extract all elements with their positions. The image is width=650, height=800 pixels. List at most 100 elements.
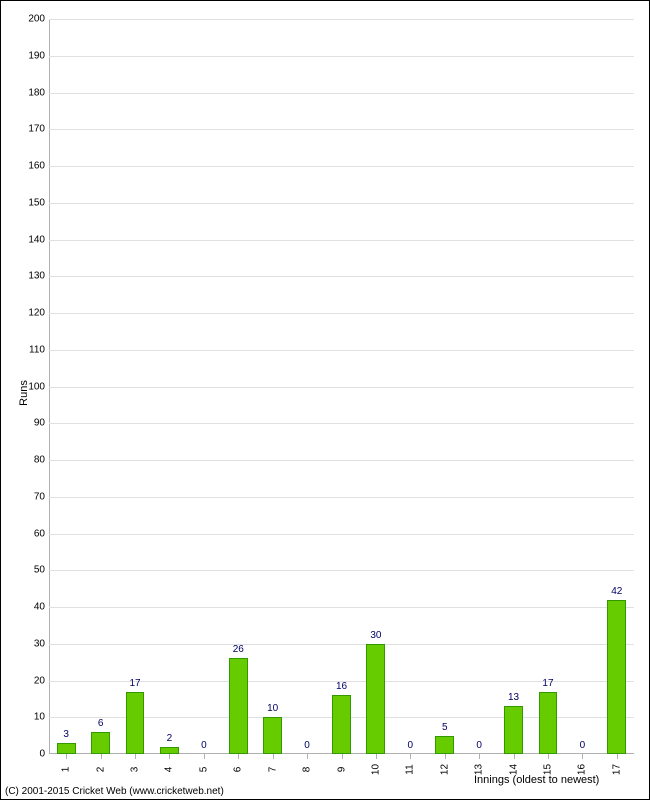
xtick-mark (582, 754, 583, 759)
gridline (49, 313, 634, 314)
xtick-mark (479, 754, 480, 759)
bar-value-label: 5 (442, 722, 448, 733)
gridline (49, 19, 634, 20)
bar-value-label: 42 (611, 586, 622, 597)
xtick-label: 10 (370, 764, 381, 775)
xtick-mark (548, 754, 549, 759)
bar (126, 692, 145, 754)
gridline (49, 276, 634, 277)
gridline (49, 387, 634, 388)
bar-value-label: 6 (98, 718, 104, 729)
bar (504, 706, 523, 754)
ytick-label: 40 (34, 602, 45, 613)
bar-value-label: 10 (267, 703, 278, 714)
gridline (49, 350, 634, 351)
xtick-mark (273, 754, 274, 759)
bar-value-label: 26 (233, 644, 244, 655)
xtick-mark (376, 754, 377, 759)
gridline (49, 534, 634, 535)
ytick-label: 200 (28, 14, 45, 25)
xtick-mark (617, 754, 618, 759)
bar-value-label: 0 (201, 740, 207, 751)
bar (332, 695, 351, 754)
ytick-label: 130 (28, 271, 45, 282)
bar (57, 743, 76, 754)
xtick-mark (445, 754, 446, 759)
gridline (49, 93, 634, 94)
gridline (49, 644, 634, 645)
gridline (49, 497, 634, 498)
ytick-label: 50 (34, 565, 45, 576)
copyright-text: (C) 2001-2015 Cricket Web (www.cricketwe… (5, 786, 224, 797)
xtick-label: 2 (95, 767, 106, 773)
ytick-label: 170 (28, 124, 45, 135)
gridline (49, 607, 634, 608)
plot-area: 0102030405060708090100110120130140150160… (49, 19, 634, 754)
bar-value-label: 17 (129, 678, 140, 689)
xtick-label: 6 (233, 767, 244, 773)
gridline (49, 570, 634, 571)
xtick-label: 4 (164, 767, 175, 773)
xtick-label: 11 (405, 764, 416, 774)
bar-value-label: 0 (580, 740, 586, 751)
xtick-label: 5 (198, 767, 209, 773)
ytick-label: 140 (28, 234, 45, 245)
xtick-mark (66, 754, 67, 759)
ytick-label: 120 (28, 308, 45, 319)
xtick-label: 3 (130, 767, 141, 773)
chart-frame: 0102030405060708090100110120130140150160… (0, 0, 650, 800)
xtick-mark (410, 754, 411, 759)
gridline (49, 423, 634, 424)
xtick-mark (101, 754, 102, 759)
ytick-label: 10 (34, 712, 45, 723)
bar (263, 717, 282, 754)
bar (366, 644, 385, 754)
xtick-mark (169, 754, 170, 759)
ytick-label: 190 (28, 50, 45, 61)
ytick-label: 0 (39, 749, 45, 760)
bar (91, 732, 110, 754)
ytick-label: 100 (28, 381, 45, 392)
bar-value-label: 2 (167, 733, 173, 744)
xtick-label: 8 (302, 767, 313, 773)
bar-value-label: 16 (336, 681, 347, 692)
ytick-label: 70 (34, 491, 45, 502)
xtick-label: 1 (61, 767, 72, 773)
gridline (49, 240, 634, 241)
xtick-mark (135, 754, 136, 759)
ytick-label: 180 (28, 87, 45, 98)
xtick-mark (204, 754, 205, 759)
ytick-label: 90 (34, 418, 45, 429)
bar (160, 747, 179, 754)
bar (607, 600, 626, 754)
y-axis-label: Runs (18, 380, 30, 406)
xtick-mark (238, 754, 239, 759)
xtick-label: 9 (336, 767, 347, 773)
bar-value-label: 13 (508, 692, 519, 703)
ytick-label: 80 (34, 455, 45, 466)
ytick-label: 160 (28, 161, 45, 172)
x-axis-label: Innings (oldest to newest) (474, 774, 599, 786)
bar-value-label: 3 (63, 729, 69, 740)
gridline (49, 56, 634, 57)
xtick-mark (307, 754, 308, 759)
xtick-label: 7 (267, 767, 278, 773)
ytick-label: 60 (34, 528, 45, 539)
bar-value-label: 0 (408, 740, 414, 751)
gridline (49, 129, 634, 130)
bar-value-label: 0 (476, 740, 482, 751)
gridline (49, 460, 634, 461)
xtick-mark (514, 754, 515, 759)
ytick-label: 30 (34, 638, 45, 649)
xtick-label: 17 (611, 764, 622, 775)
bar-value-label: 17 (542, 678, 553, 689)
xtick-mark (342, 754, 343, 759)
gridline (49, 166, 634, 167)
bar-value-label: 30 (370, 630, 381, 641)
bar (229, 658, 248, 754)
ytick-label: 110 (29, 344, 45, 355)
gridline (49, 203, 634, 204)
ytick-label: 20 (34, 675, 45, 686)
ytick-label: 150 (28, 197, 45, 208)
bar-value-label: 0 (304, 740, 310, 751)
